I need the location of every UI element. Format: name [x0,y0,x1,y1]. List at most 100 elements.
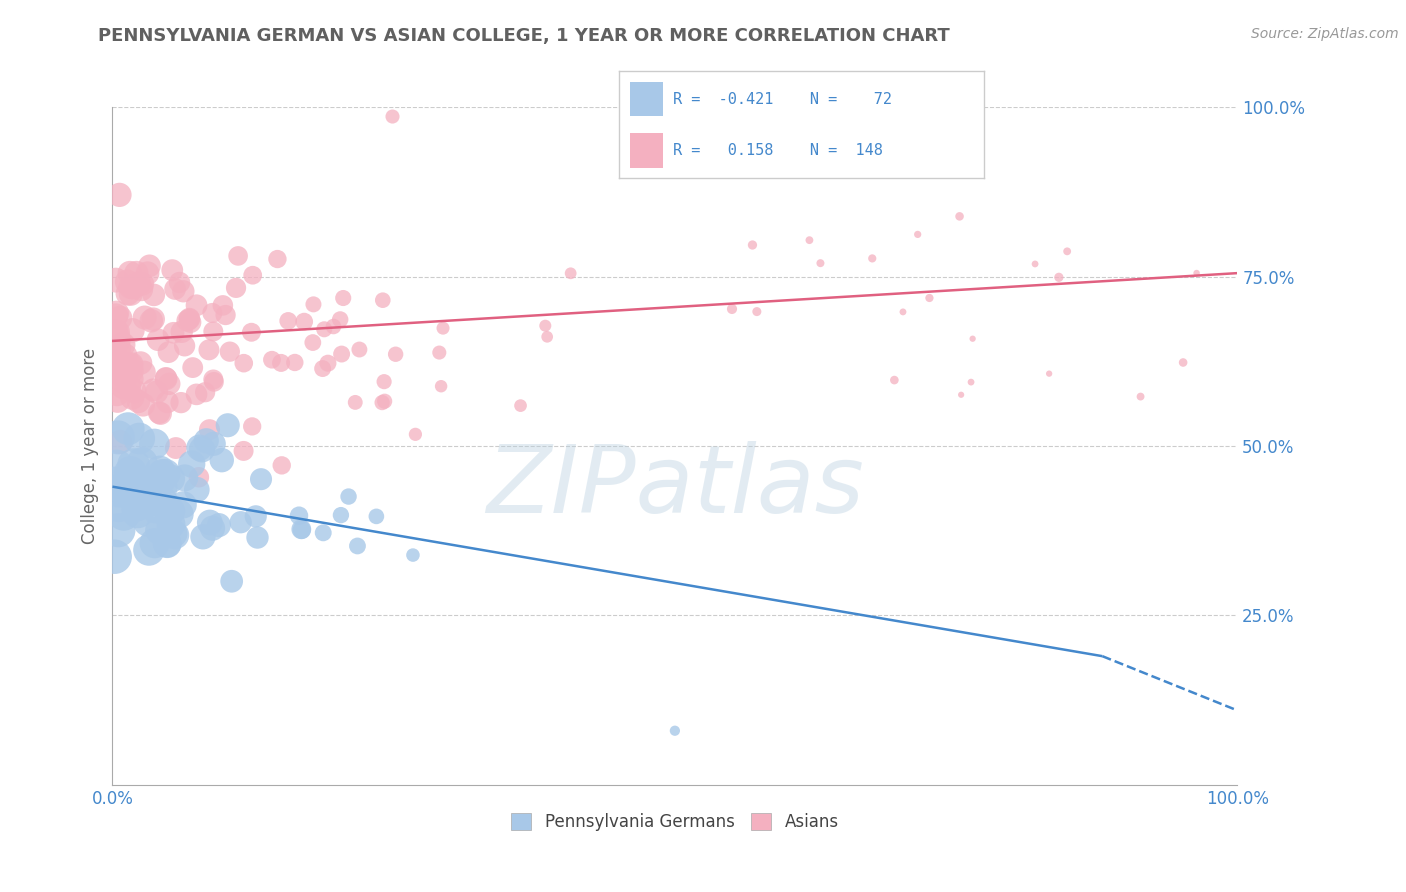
Point [138,490,160,504]
Point [120,358,142,372]
Point [131,483,153,497]
Point [132,365,155,379]
Point [150,467,173,481]
Point [384,347,406,361]
Point [291,523,314,537]
Point [111,367,134,381]
Point [277,314,299,328]
Point [316,356,339,370]
Point [138,543,160,558]
Point [160,517,183,532]
Point [950,388,973,402]
Point [142,383,165,397]
Point [169,507,191,521]
Point [907,227,929,242]
Point [111,366,134,380]
Point [721,301,744,316]
Point [180,457,202,471]
Point [201,306,224,320]
Point [162,326,184,340]
Point [107,498,129,512]
Point [810,256,832,270]
Point [402,548,425,562]
Point [225,281,247,295]
Point [173,339,195,353]
Point [288,508,311,523]
Point [741,238,763,252]
Point [329,312,352,326]
Point [534,318,557,333]
Point [107,523,129,537]
Point [115,364,138,378]
Point [960,375,983,389]
Point [217,418,239,433]
Point [191,530,214,544]
Point [107,332,129,346]
Point [138,259,160,273]
Point [270,356,292,370]
Point [202,325,225,339]
Point [129,282,152,296]
Point [118,266,141,280]
Point [1129,390,1152,404]
Point [948,210,970,224]
Point [202,375,225,389]
Point [891,305,914,319]
Point [162,526,184,541]
Point [120,280,142,294]
Point [145,385,167,400]
Point [366,509,388,524]
Point [221,574,243,589]
Point [141,314,163,328]
Point [110,435,132,450]
Point [187,470,209,484]
Point [270,458,292,473]
Point [145,479,167,493]
Point [232,444,254,458]
Point [212,298,235,312]
Bar [630,82,662,116]
Point [242,268,264,283]
Point [121,364,143,378]
Y-axis label: College, 1 year or more: College, 1 year or more [80,348,98,544]
Point [536,330,558,344]
Point [322,319,344,334]
Point [560,266,582,280]
Point [149,407,172,421]
Text: PENNSYLVANIA GERMAN VS ASIAN COLLEGE, 1 YEAR OR MORE CORRELATION CHART: PENNSYLVANIA GERMAN VS ASIAN COLLEGE, 1 … [98,27,950,45]
Point [962,332,984,346]
Point [176,314,198,328]
Point [332,291,354,305]
Point [165,441,187,455]
Point [127,505,149,519]
Point [128,432,150,446]
Point [115,275,138,289]
Bar [630,134,662,168]
Point [188,441,211,455]
Point [290,522,312,536]
Point [157,376,180,391]
Point [108,310,131,325]
Point [108,187,131,202]
Point [292,315,315,329]
Point [371,293,394,308]
Point [111,359,134,373]
Point [159,472,181,486]
Text: R =  -0.421    N =    72: R = -0.421 N = 72 [673,92,893,107]
Point [146,494,169,508]
Point [149,524,172,538]
Point [432,321,454,335]
Point [107,430,129,444]
Point [211,453,233,467]
Point [311,361,333,376]
Point [104,476,127,491]
Point [1038,367,1060,381]
Point [374,394,396,409]
Point [173,471,195,485]
Point [180,315,202,329]
Point [111,337,134,351]
Point [155,371,177,385]
Point [245,509,267,524]
Point [135,475,157,489]
Point [121,323,143,337]
